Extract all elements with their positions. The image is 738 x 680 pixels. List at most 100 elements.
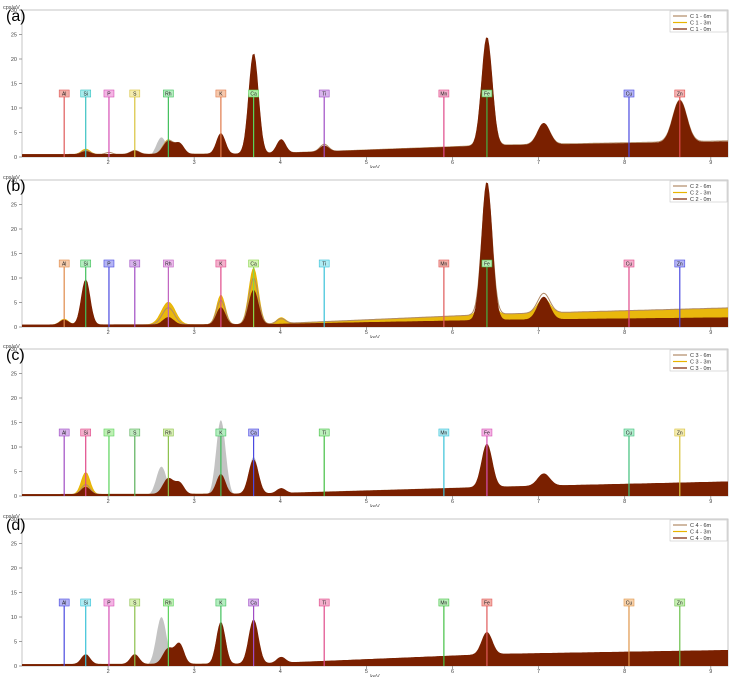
x-tick-label: 9 [709, 669, 712, 675]
y-tick-label: 5 [14, 470, 17, 476]
x-tick-label: 3 [193, 499, 196, 505]
element-label-box [215, 89, 227, 98]
x-tick-label: 2 [107, 160, 110, 166]
x-tick-label: 4 [279, 160, 282, 166]
element-label: Mn [440, 431, 447, 437]
x-tick-label: 2 [107, 499, 110, 505]
y-tick-label: 30 [11, 347, 17, 353]
x-tick-label: 7 [537, 330, 540, 336]
element-label-box [318, 259, 330, 268]
element-label: Al [62, 431, 66, 437]
y-tick-label: 0 [14, 325, 17, 331]
x-tick-label: 8 [623, 499, 626, 505]
y-tick-label: 20 [11, 396, 17, 402]
y-tick-label: 10 [11, 615, 17, 621]
element-label: Zn [677, 431, 683, 437]
element-label-box [58, 259, 70, 268]
spectrum-plot: 0 5 10 15 20 25 30 2 3 4 5 6 7 8 9 cps/eV keV Al Si P S Rh K Ca… [3, 514, 729, 677]
element-label-box [318, 89, 330, 98]
element-label: K [219, 262, 223, 268]
x-tick-label: 4 [279, 330, 282, 336]
element-label: Rh [165, 262, 172, 268]
y-tick-label: 5 [14, 301, 17, 307]
spectrum-area [22, 37, 728, 157]
element-label-box [438, 89, 450, 98]
element-label-box [623, 598, 635, 607]
spectrum-panel: 0 5 10 15 20 25 30 2 3 4 5 6 7 8 9 cps/eV keV Al Si P S Rh K Ca… [0, 170, 738, 338]
y-tick-label: 30 [11, 178, 17, 184]
x-tick-label: 6 [451, 499, 454, 505]
element-label-box [481, 428, 493, 437]
legend-entry: C 1 - 0m [690, 27, 712, 33]
reference-peak [140, 137, 183, 157]
element-label: Cu [626, 431, 633, 437]
y-tick-label: 0 [14, 494, 17, 500]
element-label: K [219, 431, 223, 437]
spectrum-area [22, 444, 728, 496]
element-label-box [438, 598, 450, 607]
spectrum-line [21, 37, 728, 155]
element-label-box [129, 598, 141, 607]
element-label: Fe [484, 92, 490, 98]
element-label: P [107, 92, 111, 98]
y-tick-label: 5 [14, 131, 17, 137]
element-label-box [58, 598, 70, 607]
legend-entry: C 3 - 6m [690, 353, 712, 359]
x-axis-label: keV [370, 504, 380, 507]
element-label: Ti [322, 92, 326, 98]
element-label: Mn [440, 92, 447, 98]
spectrum-line [22, 182, 728, 326]
x-tick-label: 3 [193, 330, 196, 336]
panel-letter: (b) [6, 178, 26, 195]
x-tick-label: 5 [365, 669, 368, 675]
x-tick-label: 9 [709, 499, 712, 505]
element-label: Ti [322, 601, 326, 607]
element-label-box [248, 259, 259, 268]
x-tick-label: 6 [451, 669, 454, 675]
element-label-box [129, 89, 141, 98]
x-axis-label: keV [370, 165, 380, 168]
reference-peak [140, 617, 183, 666]
x-tick-label: 7 [537, 669, 540, 675]
element-label: K [219, 92, 223, 98]
element-label-box [103, 259, 115, 268]
legend-entry: C 2 - 0m [690, 197, 712, 203]
y-tick-label: 20 [11, 227, 17, 233]
element-label: Zn [677, 262, 683, 268]
element-label: Cu [626, 262, 633, 268]
x-tick-label: 2 [107, 669, 110, 675]
element-label-box [163, 428, 174, 437]
legend: C 4 - 6mC 4 - 3mC 4 - 0m [669, 519, 728, 542]
element-label: P [107, 262, 111, 268]
spectrum-panel: 0 5 10 15 20 25 30 2 3 4 5 6 7 8 9 cps/eV keV Al Si P S Rh K Ca… [0, 339, 738, 507]
element-label: Cu [626, 601, 633, 607]
y-tick-label: 25 [11, 542, 17, 548]
legend-entry: C 4 - 0m [690, 536, 712, 542]
element-label: Fe [484, 262, 490, 268]
y-tick-label: 10 [11, 276, 17, 282]
element-label-box [58, 89, 70, 98]
element-label-box [674, 598, 686, 607]
element-label-box [481, 598, 493, 607]
spectrum-area [22, 620, 728, 666]
element-label-box [248, 598, 259, 607]
element-label: Ti [322, 431, 326, 437]
element-label: K [219, 601, 223, 607]
plot-frame [21, 348, 729, 497]
element-label-box [318, 428, 330, 437]
element-label: Cu [626, 92, 633, 98]
element-label-box [215, 259, 227, 268]
element-label-box [481, 259, 493, 268]
x-axis-label: keV [370, 335, 380, 338]
spectrum-line [22, 619, 728, 665]
element-label-box [623, 428, 635, 437]
legend: C 3 - 6mC 3 - 3mC 3 - 0m [669, 349, 728, 372]
y-tick-label: 25 [11, 203, 17, 209]
element-label: Si [83, 92, 87, 98]
x-tick-label: 9 [709, 330, 712, 336]
element-label: Ca [250, 431, 257, 437]
element-label-box [103, 598, 115, 607]
element-label-box [623, 89, 635, 98]
panel-letter: (a) [6, 8, 26, 25]
element-label: S [133, 601, 137, 607]
